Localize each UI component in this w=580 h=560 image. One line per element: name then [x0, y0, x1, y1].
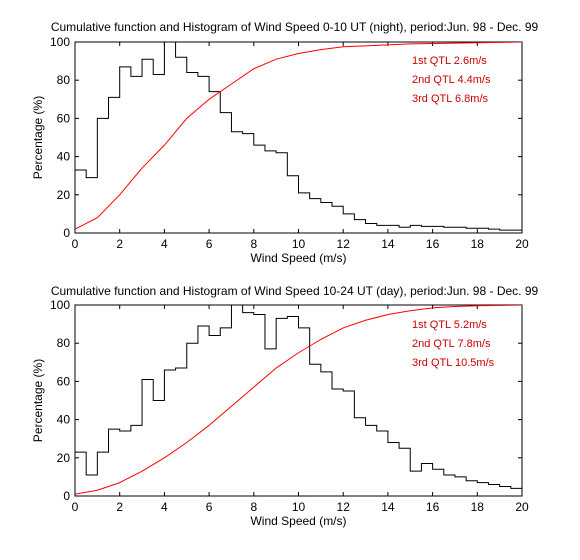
x-tick-label: 14 — [381, 237, 395, 251]
x-tick-label: 18 — [471, 237, 485, 251]
x-axis-label: Wind Speed (m/s) — [250, 514, 346, 528]
cumulative-series — [75, 305, 522, 495]
x-tick-label: 10 — [292, 237, 306, 251]
x-tick-label: 16 — [426, 237, 440, 251]
x-tick-label: 14 — [381, 500, 395, 514]
y-tick-label: 60 — [57, 374, 71, 388]
chart-panel-2: Cumulative function and Histogram of Win… — [31, 284, 539, 528]
y-axis-label: Percentage (%) — [31, 359, 45, 442]
x-tick-label: 6 — [206, 500, 213, 514]
y-axis-label: Percentage (%) — [31, 96, 45, 179]
chart-title: Cumulative function and Histogram of Win… — [51, 284, 539, 298]
y-tick-label: 20 — [57, 188, 71, 202]
x-tick-label: 20 — [515, 500, 529, 514]
y-tick-label: 20 — [57, 451, 71, 465]
histogram-series — [75, 305, 522, 491]
x-tick-label: 16 — [426, 500, 440, 514]
y-tick-label: 60 — [57, 111, 71, 125]
y-tick-label: 100 — [50, 298, 70, 312]
chart-title: Cumulative function and Histogram of Win… — [51, 20, 539, 34]
quartile-annotation: 1st QTL 5.2m/s — [412, 319, 487, 331]
cumulative-series — [75, 42, 522, 230]
y-tick-label: 40 — [57, 413, 71, 427]
histogram-series — [75, 42, 522, 233]
x-tick-label: 20 — [515, 237, 529, 251]
x-tick-label: 12 — [337, 237, 351, 251]
quartile-annotation: 3rd QTL 6.8m/s — [412, 93, 489, 105]
y-tick-label: 0 — [63, 489, 70, 503]
x-tick-label: 8 — [250, 237, 257, 251]
x-tick-label: 10 — [292, 500, 306, 514]
y-tick-label: 40 — [57, 150, 71, 164]
x-tick-label: 0 — [72, 237, 79, 251]
x-tick-label: 2 — [116, 500, 123, 514]
x-tick-label: 8 — [250, 500, 257, 514]
y-tick-label: 80 — [57, 73, 71, 87]
chart-panel-1: Cumulative function and Histogram of Win… — [31, 20, 539, 265]
quartile-annotation: 1st QTL 2.6m/s — [412, 55, 487, 67]
x-tick-label: 12 — [337, 500, 351, 514]
quartile-annotation: 2nd QTL 4.4m/s — [412, 74, 491, 86]
x-tick-label: 0 — [72, 500, 79, 514]
x-tick-label: 6 — [206, 237, 213, 251]
quartile-annotation: 2nd QTL 7.8m/s — [412, 338, 491, 350]
y-tick-label: 100 — [50, 35, 70, 49]
x-tick-label: 4 — [161, 237, 168, 251]
y-tick-label: 0 — [63, 226, 70, 240]
x-tick-label: 4 — [161, 500, 168, 514]
quartile-annotation: 3rd QTL 10.5m/s — [412, 357, 495, 369]
x-tick-label: 2 — [116, 237, 123, 251]
y-tick-label: 80 — [57, 336, 71, 350]
x-axis-label: Wind Speed (m/s) — [250, 251, 346, 265]
x-tick-label: 18 — [471, 500, 485, 514]
